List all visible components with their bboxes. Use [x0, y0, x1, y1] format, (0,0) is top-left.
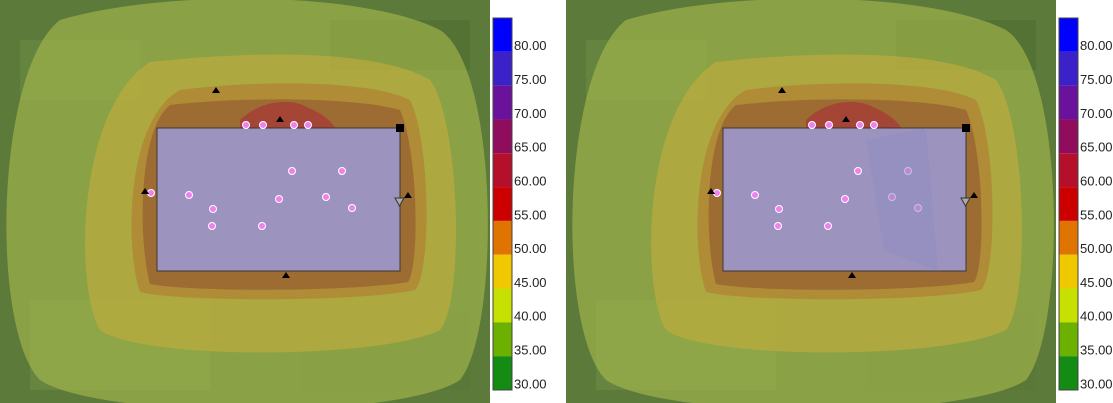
legend-swatch	[1059, 119, 1078, 154]
legend-label: 55.00	[1080, 207, 1113, 222]
legend-label: 40.00	[514, 309, 547, 324]
legend-swatch	[1059, 18, 1078, 52]
legend-swatch	[493, 322, 512, 357]
legend-swatch	[1059, 85, 1078, 120]
legend-border	[1058, 17, 1079, 391]
legend-label: 75.00	[1080, 72, 1113, 87]
legend-swatch	[1059, 356, 1078, 390]
legend-swatch	[1059, 254, 1078, 289]
legend-label: 80.00	[1080, 38, 1113, 53]
legend-swatch	[493, 18, 512, 52]
map-panel: 80.00 75.00 70.00 65.00 60.00 55.00 50.00 45.00…	[566, 0, 1113, 403]
noise-map	[0, 0, 491, 403]
legend-label: 60.00	[1080, 173, 1113, 188]
legend-border	[492, 17, 513, 391]
legend-swatch	[493, 85, 512, 120]
legend-swatch	[1059, 288, 1078, 323]
map-panel: 80.00 75.00 70.00 65.00 60.00 55.00 50.00 45.00…	[0, 0, 547, 403]
legend-label: 75.00	[514, 72, 547, 87]
noise-map	[566, 0, 1057, 403]
legend-swatch	[1059, 220, 1078, 255]
legend-swatch	[493, 119, 512, 154]
legend-label: 30.00	[1080, 376, 1113, 391]
legend-swatch	[1059, 187, 1078, 221]
legend-label: 35.00	[514, 343, 547, 358]
legend-swatch	[1059, 51, 1078, 86]
legend-label: 40.00	[1080, 309, 1113, 324]
legend-label: 30.00	[514, 376, 547, 391]
legend-label: 55.00	[514, 207, 547, 222]
legend-label: 50.00	[1080, 241, 1113, 256]
legend-label: 50.00	[514, 241, 547, 256]
legend-label: 45.00	[1080, 275, 1113, 290]
legend-swatch	[1059, 153, 1078, 188]
legend-label: 45.00	[514, 275, 547, 290]
legend-label: 70.00	[1080, 106, 1113, 121]
legend-swatch	[493, 288, 512, 323]
legend-label: 70.00	[514, 106, 547, 121]
legend-swatch	[493, 220, 512, 255]
legend-swatch	[493, 254, 512, 289]
legend-label: 65.00	[514, 140, 547, 155]
legend-label: 65.00	[1080, 140, 1113, 155]
legend-label: 60.00	[514, 173, 547, 188]
legend-swatch	[493, 356, 512, 390]
legend-swatch	[1059, 322, 1078, 357]
legend-label: 80.00	[514, 38, 547, 53]
legend-swatch	[493, 51, 512, 86]
legend-label: 35.00	[1080, 343, 1113, 358]
map-shading	[866, 128, 938, 271]
legend-swatch	[493, 153, 512, 188]
legend-swatch	[493, 187, 512, 221]
